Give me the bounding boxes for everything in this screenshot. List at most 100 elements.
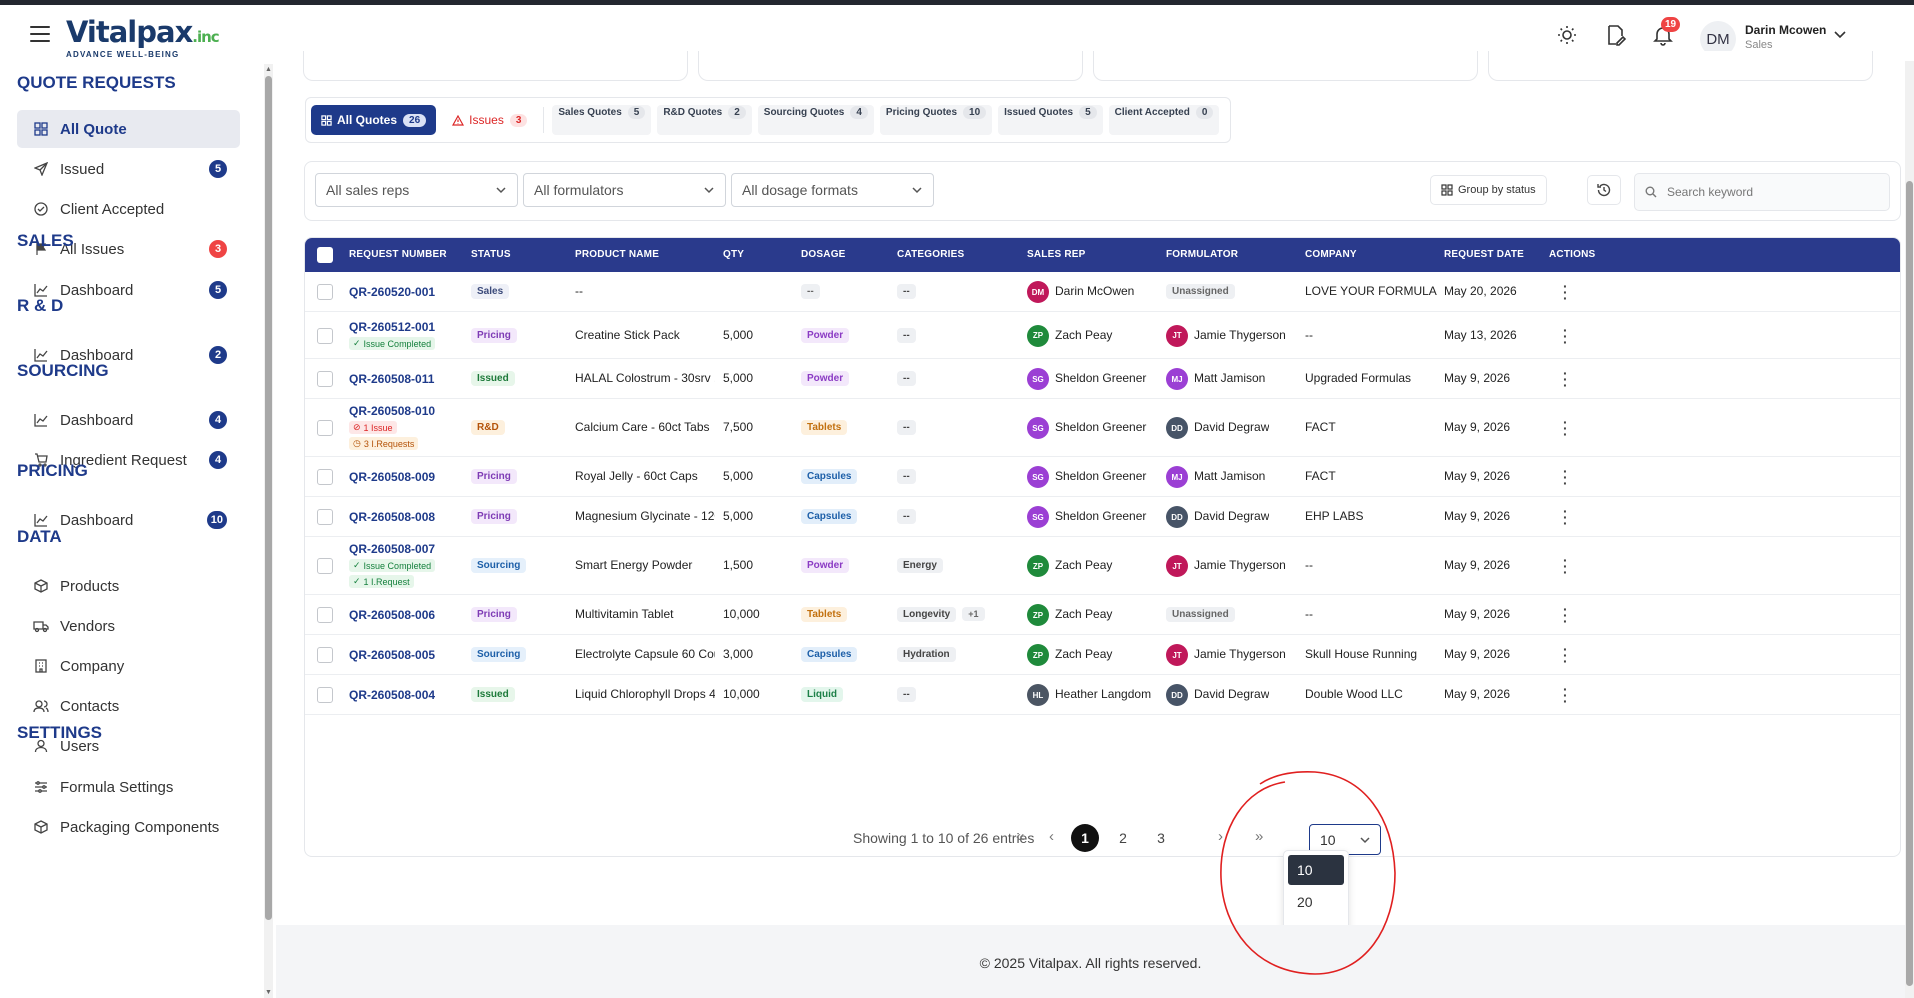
table-row[interactable]: QR-260508-010 ⊘ 1 Issue ◷ 3 I.Requests R&D Cal… xyxy=(305,399,1900,457)
sidebar-item-all-issues[interactable]: All Issues 3 xyxy=(17,230,240,268)
sidebar-item-company[interactable]: Company xyxy=(17,647,240,685)
sidebar-scrollbar[interactable]: ▲ ▼ xyxy=(264,64,273,998)
request-number-link[interactable]: QR-260508-006 xyxy=(349,608,436,622)
row-actions-kebab-icon[interactable]: · · · xyxy=(1563,365,1568,393)
tab-pricing-quotes[interactable]: Pricing Quotes 10 xyxy=(879,105,993,135)
sidebar-item-vendors[interactable]: Vendors xyxy=(17,607,240,645)
page-3-button[interactable]: 3 xyxy=(1157,830,1165,846)
sidebar-item-ingredient-request[interactable]: Ingredient Request 4 xyxy=(17,441,240,479)
select-all-checkbox[interactable] xyxy=(317,247,333,263)
sun-icon[interactable] xyxy=(1555,23,1579,47)
column-header-dosage[interactable]: DOSAGE xyxy=(801,249,846,260)
column-header-company[interactable]: COMPANY xyxy=(1305,249,1357,260)
row-actions-kebab-icon[interactable]: · · · xyxy=(1563,503,1568,531)
page-size-option-10[interactable]: 10 xyxy=(1288,855,1344,885)
sidebar-item-dashboard[interactable]: Dashboard 10 xyxy=(17,501,240,539)
row-checkbox[interactable] xyxy=(317,327,333,344)
table-row[interactable]: QR-260508-007 ✓ Issue Completed ✓ 1 I.Reques… xyxy=(305,537,1900,595)
search-box[interactable] xyxy=(1634,173,1890,211)
row-checkbox[interactable] xyxy=(317,558,333,574)
column-header-request-number[interactable]: REQUEST NUMBER xyxy=(349,249,447,260)
sidebar-item-issued[interactable]: Issued 5 xyxy=(17,150,240,188)
request-number-link[interactable]: QR-260508-011 xyxy=(349,372,435,386)
column-header-actions[interactable]: ACTIONS xyxy=(1549,249,1596,260)
request-number-link[interactable]: QR-260508-004 xyxy=(349,688,436,702)
row-checkbox[interactable] xyxy=(317,607,333,623)
search-input[interactable] xyxy=(1667,185,1867,199)
next-page-button[interactable]: › xyxy=(1218,828,1223,845)
row-checkbox[interactable] xyxy=(317,371,333,387)
page-scrollbar[interactable] xyxy=(1905,61,1914,998)
row-checkbox[interactable] xyxy=(317,469,333,485)
sidebar-item-formula-settings[interactable]: Formula Settings xyxy=(17,768,240,806)
row-actions-kebab-icon[interactable]: · · · xyxy=(1563,321,1568,350)
tab-issues[interactable]: Issues 3 xyxy=(442,105,537,135)
row-checkbox[interactable] xyxy=(317,420,333,436)
request-number-link[interactable]: QR-260508-010 xyxy=(349,404,436,418)
dosage-formats-select[interactable]: All dosage formats xyxy=(731,173,934,207)
page-1-button[interactable]: 1 xyxy=(1071,824,1099,852)
table-row[interactable]: QR-260508-009 Pricing Royal Jelly - 60ct C… xyxy=(305,457,1900,497)
request-number-link[interactable]: QR-260508-007 xyxy=(349,542,436,556)
column-header-status[interactable]: STATUS xyxy=(471,249,511,260)
tab-client-accepted[interactable]: Client Accepted 0 xyxy=(1108,105,1220,135)
sidebar-item-dashboard[interactable]: Dashboard 2 xyxy=(17,336,240,374)
column-header-categories[interactable]: CATEGORIES xyxy=(897,249,965,260)
table-row[interactable]: QR-260508-005 Sourcing Electrolyte Capsule… xyxy=(305,635,1900,675)
table-row[interactable]: QR-260508-006 Pricing Multivitamin Tablet 1… xyxy=(305,595,1900,635)
row-actions-kebab-icon[interactable]: · · · xyxy=(1563,641,1568,669)
page-size-option-20[interactable]: 20 xyxy=(1297,894,1313,910)
request-number-link[interactable]: QR-260508-009 xyxy=(349,470,436,484)
column-header-qty[interactable]: QTY xyxy=(723,249,745,260)
first-page-button[interactable]: « xyxy=(1016,828,1025,845)
last-page-button[interactable]: » xyxy=(1255,828,1264,845)
tab-issued-quotes[interactable]: Issued Quotes 5 xyxy=(998,105,1103,135)
request-number-link[interactable]: QR-260508-008 xyxy=(349,510,436,524)
table-row[interactable]: QR-260508-011 Issued HALAL Colostrum - 30s… xyxy=(305,359,1900,399)
tab-all-quotes[interactable]: All Quotes 26 xyxy=(311,105,437,135)
chevron-down-icon[interactable] xyxy=(1834,31,1846,39)
menu-toggle-icon[interactable] xyxy=(30,26,50,42)
tab-sourcing-quotes[interactable]: Sourcing Quotes 4 xyxy=(757,105,874,135)
user-name[interactable]: Darin Mcowen xyxy=(1745,23,1827,37)
sidebar-item-contacts[interactable]: Contacts xyxy=(17,687,240,725)
sidebar-item-dashboard[interactable]: Dashboard 4 xyxy=(17,401,240,439)
group-by-status-button[interactable]: Group by status xyxy=(1430,175,1547,205)
sidebar-item-users[interactable]: Users xyxy=(17,727,240,765)
tab-sales-quotes[interactable]: Sales Quotes 5 xyxy=(552,105,652,135)
column-header-product-name[interactable]: PRODUCT NAME xyxy=(575,249,660,260)
row-actions-kebab-icon[interactable]: · · · xyxy=(1563,463,1568,491)
sidebar-item-all-quote[interactable]: All Quote xyxy=(17,110,240,148)
row-actions-kebab-icon[interactable]: · · · xyxy=(1563,278,1568,306)
row-checkbox[interactable] xyxy=(317,647,333,663)
table-row[interactable]: QR-260520-001 Sales -- -- -- DM Darin McOwen Un… xyxy=(305,272,1900,312)
tab-r-d-quotes[interactable]: R&D Quotes 2 xyxy=(657,105,752,135)
request-number-link[interactable]: QR-260508-005 xyxy=(349,648,436,662)
sidebar-item-products[interactable]: Products xyxy=(17,567,240,605)
brand-logo[interactable]: Vitalpax.inc ADVANCE WELL-BEING xyxy=(66,17,220,59)
sales-reps-select[interactable]: All sales reps xyxy=(315,173,518,207)
request-number-link[interactable]: QR-260512-001 xyxy=(349,320,436,334)
table-row[interactable]: QR-260508-004 Issued Liquid Chlorophyll Dr… xyxy=(305,675,1900,715)
row-actions-kebab-icon[interactable]: · · · xyxy=(1563,601,1568,629)
table-row[interactable]: QR-260512-001 ✓ Issue Completed Pricing Crea… xyxy=(305,312,1900,359)
sidebar-item-packaging-components[interactable]: Packaging Components xyxy=(17,808,240,846)
column-header-formulator[interactable]: FORMULATOR xyxy=(1166,249,1239,260)
reset-history-button[interactable] xyxy=(1587,175,1621,205)
prev-page-button[interactable]: ‹ xyxy=(1049,828,1054,845)
row-actions-kebab-icon[interactable]: · · · xyxy=(1563,414,1568,442)
row-checkbox[interactable] xyxy=(317,509,333,525)
page-2-button[interactable]: 2 xyxy=(1119,830,1127,846)
column-header-request-date[interactable]: REQUEST DATE xyxy=(1444,249,1524,260)
row-checkbox[interactable] xyxy=(317,284,333,300)
row-actions-kebab-icon[interactable]: · · · xyxy=(1563,681,1568,709)
column-header-sales-rep[interactable]: SALES REP xyxy=(1027,249,1086,260)
formulators-select[interactable]: All formulators xyxy=(523,173,726,207)
row-checkbox[interactable] xyxy=(317,687,333,703)
row-actions-kebab-icon[interactable]: · · · xyxy=(1563,552,1568,580)
sidebar-item-dashboard[interactable]: Dashboard 5 xyxy=(17,271,240,309)
request-number-link[interactable]: QR-260520-001 xyxy=(349,285,436,299)
edit-note-icon[interactable] xyxy=(1603,23,1627,47)
sidebar-item-client-accepted[interactable]: Client Accepted xyxy=(17,190,240,228)
table-row[interactable]: QR-260508-008 Pricing Magnesium Glycinate … xyxy=(305,497,1900,537)
